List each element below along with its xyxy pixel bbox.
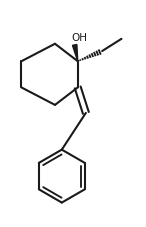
Text: OH: OH — [72, 33, 88, 43]
Polygon shape — [72, 45, 78, 62]
